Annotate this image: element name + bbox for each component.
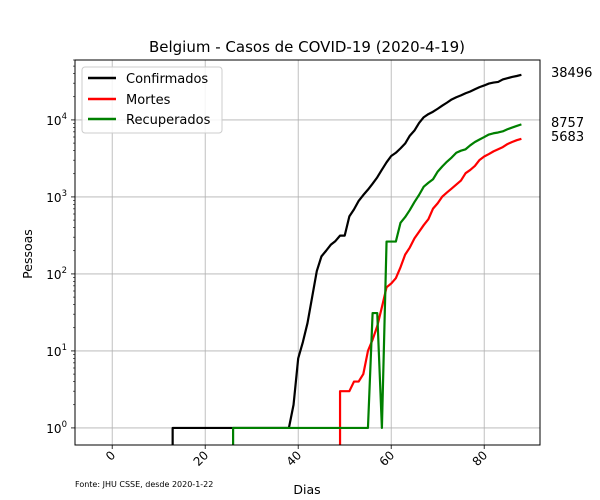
legend-label-recuperados: Recuperados bbox=[126, 113, 211, 128]
y-tick-label-base: 10 bbox=[46, 422, 61, 436]
chart-title: Belgium - Casos de COVID-19 (2020-4-19) bbox=[149, 38, 465, 56]
y-tick-label: 102 bbox=[46, 266, 67, 282]
x-axis-label: Dias bbox=[293, 482, 320, 497]
y-tick-label: 103 bbox=[46, 189, 67, 205]
y-tick-label-exponent: 3 bbox=[62, 189, 67, 199]
end-label-confirmados: 38496 bbox=[551, 66, 592, 81]
y-tick-label: 100 bbox=[46, 420, 67, 436]
end-label-recuperados: 8757 bbox=[551, 116, 584, 131]
y-tick-label-base: 10 bbox=[46, 268, 61, 282]
y-tick-label-exponent: 0 bbox=[62, 420, 67, 430]
legend-label-confirmados: Confirmados bbox=[126, 72, 208, 87]
axes-frame bbox=[74, 59, 541, 446]
y-tick-label-exponent: 1 bbox=[62, 343, 67, 353]
y-axis-label: Pessoas bbox=[20, 229, 35, 279]
y-tick-label-exponent: 4 bbox=[62, 112, 67, 122]
legend-label-mortes: Mortes bbox=[126, 93, 171, 108]
y-tick-label-base: 10 bbox=[46, 114, 61, 128]
legend-box bbox=[81, 66, 223, 134]
y-tick-label: 101 bbox=[46, 343, 67, 359]
series-line-recuperados bbox=[232, 123, 522, 445]
series-line-confirmados bbox=[171, 73, 522, 445]
source-note: Fonte: JHU CSSE, desde 2020-1-22 bbox=[75, 480, 213, 489]
y-tick-label-exponent: 2 bbox=[62, 266, 67, 276]
y-tick-label-base: 10 bbox=[46, 191, 61, 205]
y-tick-label: 104 bbox=[46, 112, 67, 128]
series-lines bbox=[171, 73, 522, 445]
y-tick-label-base: 10 bbox=[46, 345, 61, 359]
end-label-mortes: 5683 bbox=[551, 130, 584, 145]
legend: Confirmados Mortes Recuperados bbox=[81, 66, 223, 134]
